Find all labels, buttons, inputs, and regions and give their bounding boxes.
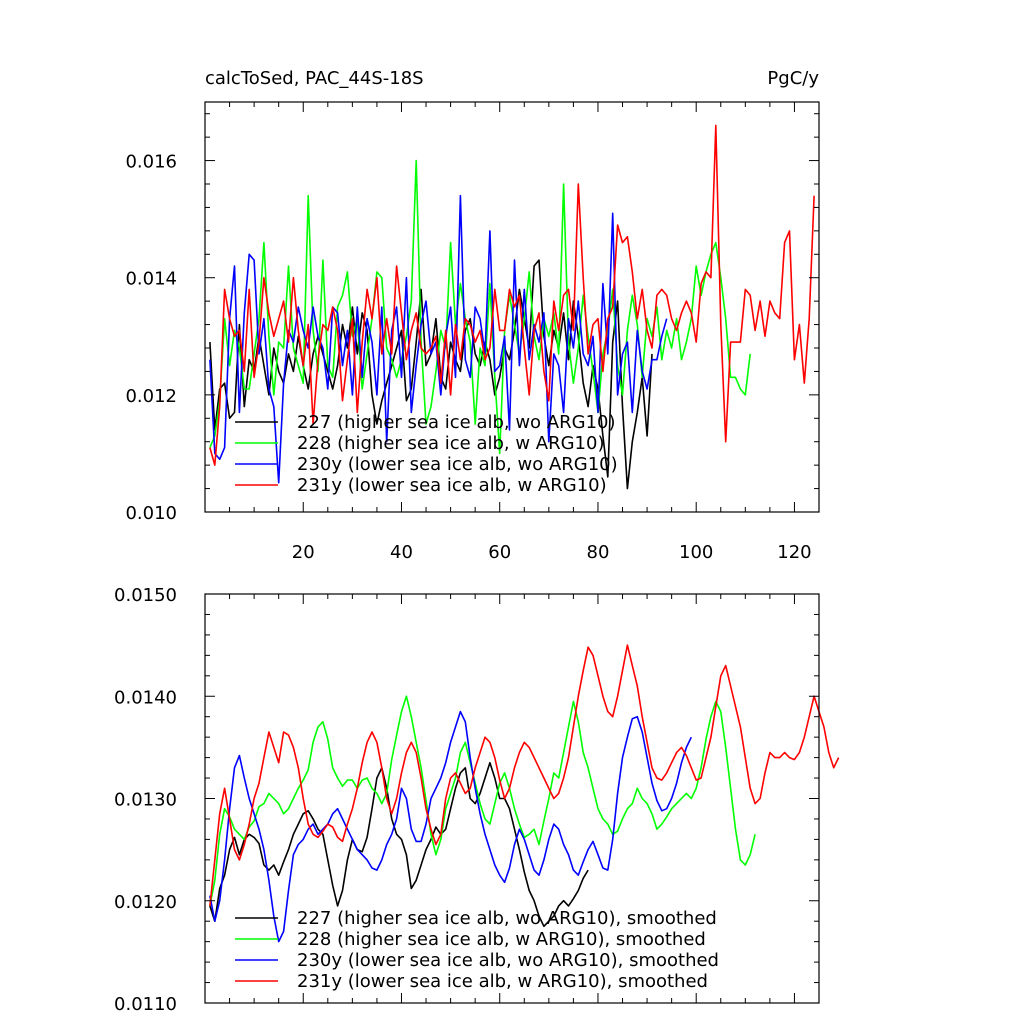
chart-title: calcToSed, PAC_44S-18S: [205, 68, 424, 89]
y-tick-label: 0.0140: [114, 687, 177, 708]
legend-entry: 230y (lower sea ice alb, wo ARG10), smoo…: [297, 950, 719, 971]
y-tick-label: 0.012: [125, 386, 177, 407]
series-line-0-2: [209, 194, 668, 484]
series-line-1-3: [209, 644, 840, 906]
legend-entry: 227 (higher sea ice alb, wo ARG10), smoo…: [297, 908, 717, 929]
x-tick-label: 20: [292, 542, 315, 563]
y-tick-label: 0.014: [125, 269, 177, 290]
y-tick-label: 0.010: [125, 503, 177, 524]
y-tick-label: 0.0150: [114, 585, 177, 606]
x-tick-label: 80: [587, 542, 610, 563]
x-tick-label: 60: [488, 542, 511, 563]
units-label: PgC/y: [767, 68, 819, 89]
series-line-1-0: [209, 761, 589, 928]
legend-entry: 228 (higher sea ice alb, w ARG10): [297, 433, 604, 454]
y-tick-label: 0.0130: [114, 790, 177, 811]
legend-entry: 231y (lower sea ice alb, w ARG10), smoot…: [297, 971, 708, 992]
y-tick-label: 0.0120: [114, 892, 177, 913]
x-tick-label: 40: [390, 542, 413, 563]
series-line-0-3: [209, 124, 815, 466]
x-tick-label: 100: [679, 542, 713, 563]
legend-entry: 228 (higher sea ice alb, w ARG10), smoot…: [297, 929, 706, 950]
x-tick-label: 120: [777, 542, 811, 563]
panel-raw: 20 40 60 80 100 120 0.010 0.012 0.014 0.016 calcTo…: [125, 68, 820, 563]
plot-frame: [204, 101, 820, 513]
series-line-1-1: [209, 695, 756, 907]
series-line-1-2: [209, 710, 693, 943]
legend-entry: 230y (lower sea ice alb, wo ARG10): [297, 454, 618, 475]
y-tick-label: 0.016: [125, 152, 177, 173]
panel-smoothed: 0.0110 0.0120 0.0130 0.0140 0.0150 227 (highe…: [114, 585, 840, 1015]
y-tick-label: 0.0110: [114, 994, 177, 1015]
legend-entry: 231y (lower sea ice alb, w ARG10): [297, 475, 607, 496]
legend-entry: 227 (higher sea ice alb, wo ARG10): [297, 412, 616, 433]
